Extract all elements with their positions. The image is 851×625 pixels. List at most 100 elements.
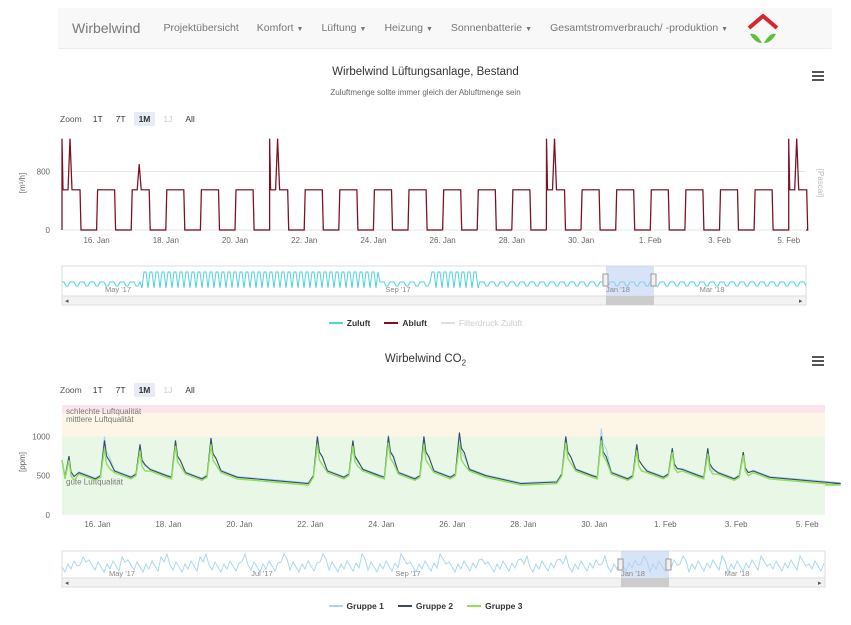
nav-item-label: Heizung <box>384 22 423 34</box>
nav-menu: Projektübersicht Komfort ▼ Lüftung ▼ Heizung ▼… <box>154 22 737 34</box>
chart-menu-icon[interactable] <box>812 356 824 366</box>
navigator-label: Jan '18 <box>621 569 645 578</box>
scrollbar-left-arrow-icon[interactable]: ◂ <box>65 580 69 587</box>
nav-item-label: Komfort <box>256 22 294 34</box>
zoom-button-7t[interactable]: 7T <box>115 114 126 124</box>
zoom-button-1j[interactable]: 1J <box>163 114 173 124</box>
x-tick-label: 18. Jan <box>153 236 179 245</box>
legend-item-zuluft[interactable]: Zuluft <box>328 318 371 328</box>
series-line-abluft <box>61 138 809 231</box>
nav-item-sonnenbatterie[interactable]: Sonnenbatterie ▼ <box>442 22 541 34</box>
plot-band-label: mittlere Luftqualität <box>66 415 134 424</box>
navigator-label: Sep '17 <box>395 569 420 578</box>
scrollbar-right-arrow-icon[interactable]: ▸ <box>799 298 803 305</box>
zoom-button-1m[interactable]: 1M <box>133 112 156 126</box>
zoom-label: Zoom <box>60 385 82 395</box>
nav-item-komfort[interactable]: Komfort ▼ <box>248 22 313 34</box>
legend-label: Gruppe 3 <box>485 601 523 611</box>
nav-item-projektübersicht[interactable]: Projektübersicht <box>154 22 247 34</box>
scrollbar-track[interactable] <box>61 577 826 588</box>
plot-band-label: schlechte Luftqualität <box>66 407 142 416</box>
legend-label: Gruppe 1 <box>346 601 384 611</box>
chart-subtitle: Zuluftmenge sollte immer gleich der Ablu… <box>330 88 521 97</box>
nav-item-label: Gesamtstromverbrauch/ -produktion <box>550 22 719 34</box>
navigator-handle-right[interactable] <box>650 273 657 287</box>
x-tick-label: 20. Jan <box>226 520 252 529</box>
brand-link[interactable]: Wirbelwind <box>72 20 141 36</box>
navigator-handle-left[interactable] <box>602 273 609 287</box>
legend-swatch <box>328 605 343 607</box>
y-axis-label-right: [Pascal] <box>816 169 825 197</box>
legend-item-abluft[interactable]: Abluft <box>384 318 427 328</box>
caret-down-icon: ▼ <box>525 26 533 33</box>
legend-item-gruppe-3[interactable]: Gruppe 3 <box>467 601 522 611</box>
legend-item-gruppe-2[interactable]: Gruppe 2 <box>397 601 453 611</box>
chart-title-text: Wirbelwind CO <box>384 353 462 365</box>
y-axis-label: [m³/h] <box>18 173 27 193</box>
navigator-label: Jan '18 <box>606 285 630 294</box>
x-tick-label: 1. Feb <box>654 520 677 529</box>
legend-label: Abluft <box>402 318 427 328</box>
chart-menu-icon[interactable] <box>812 71 824 81</box>
legend-label: Zuluft <box>346 318 371 328</box>
caret-down-icon: ▼ <box>721 26 729 33</box>
nav-item-lüftung[interactable]: Lüftung ▼ <box>312 22 375 34</box>
x-tick-label: 22. Jan <box>291 236 317 245</box>
navigator-series <box>62 271 807 289</box>
navigator-handle-left[interactable] <box>617 558 624 571</box>
x-tick-label: 20. Jan <box>222 236 248 245</box>
x-tick-label: 22. Jan <box>297 520 323 529</box>
ventilation-plot: 0 800 [m³/h] [Pascal] 16. Jan 18. Jan 20. Jan 2… <box>18 135 825 306</box>
scrollbar-thumb[interactable] <box>606 296 654 305</box>
navigator-selection[interactable] <box>621 551 669 578</box>
y-tick-label: 0 <box>46 511 51 520</box>
legend-item-gruppe-1[interactable]: Gruppe 1 <box>328 601 384 611</box>
x-tick-label: 28. Jan <box>499 236 525 245</box>
series-line-gruppe-3 <box>61 440 841 486</box>
zoom-button-1m[interactable]: 1M <box>133 383 156 397</box>
nav-item-label: Projektübersicht <box>163 22 239 34</box>
zoom-button-1j[interactable]: 1J <box>163 385 173 395</box>
legend-item-filterdruck-zuluft[interactable]: Filterdruck Zuluft <box>440 318 523 328</box>
nav-item-heizung[interactable]: Heizung ▼ <box>375 22 441 34</box>
zoom-button-1t[interactable]: 1T <box>92 114 103 124</box>
x-tick-label: 26. Jan <box>439 520 465 529</box>
zoom-button-7t[interactable]: 7T <box>115 385 126 395</box>
y-tick-label: 1000 <box>32 432 50 441</box>
navigator-label: Mar '18 <box>725 569 750 578</box>
navigator-selection[interactable] <box>606 266 654 296</box>
zoom-selector: Zoom 1T 7T 1M 1J All <box>60 112 203 126</box>
x-tick-label: 18. Jan <box>155 520 181 529</box>
navigator-handle-right[interactable] <box>665 558 672 571</box>
scrollbar-right-arrow-icon[interactable]: ▸ <box>818 580 822 587</box>
zoom-button-all[interactable]: All <box>185 385 195 395</box>
plot-area <box>62 135 806 230</box>
plot-band-label: gute Luftqualität <box>66 478 124 487</box>
zoom-button-1t[interactable]: 1T <box>92 385 103 395</box>
zoom-label: Zoom <box>60 114 82 124</box>
legend-label: Filterdruck Zuluft <box>458 318 523 328</box>
legend-swatch <box>328 322 343 324</box>
scrollbar-thumb[interactable] <box>621 578 669 587</box>
navigator-label: May '17 <box>109 569 135 578</box>
navigator-label: Jul '17 <box>251 569 272 578</box>
scrollbar-left-arrow-icon[interactable]: ◂ <box>65 298 69 305</box>
caret-down-icon: ▼ <box>296 26 304 33</box>
legend-swatch <box>384 322 399 324</box>
nav-item-gesamtstromverbrauch-produktion[interactable]: Gesamtstromverbrauch/ -produktion ▼ <box>541 22 737 34</box>
chart-title-subscript: 2 <box>461 358 467 368</box>
navigator-series <box>61 552 825 574</box>
x-tick-label: 24. Jan <box>368 520 394 529</box>
y-tick-label: 0 <box>46 226 51 235</box>
nav-item-label: Lüftung <box>321 22 357 34</box>
scrollbar-track[interactable] <box>61 295 807 306</box>
caret-down-icon: ▼ <box>359 26 367 33</box>
plot-band-schlechte-luftqualität <box>62 405 825 413</box>
navigator-label: Sep '17 <box>385 285 410 294</box>
zoom-button-all[interactable]: All <box>185 114 195 124</box>
x-tick-label: 26. Jan <box>430 236 456 245</box>
caret-down-icon: ▼ <box>425 26 433 33</box>
chart-title: Wirbelwind Lüftungsanlage, Bestand <box>332 66 519 78</box>
chart-legend: Zuluft Abluft Filterdruck Zuluft <box>0 318 851 328</box>
